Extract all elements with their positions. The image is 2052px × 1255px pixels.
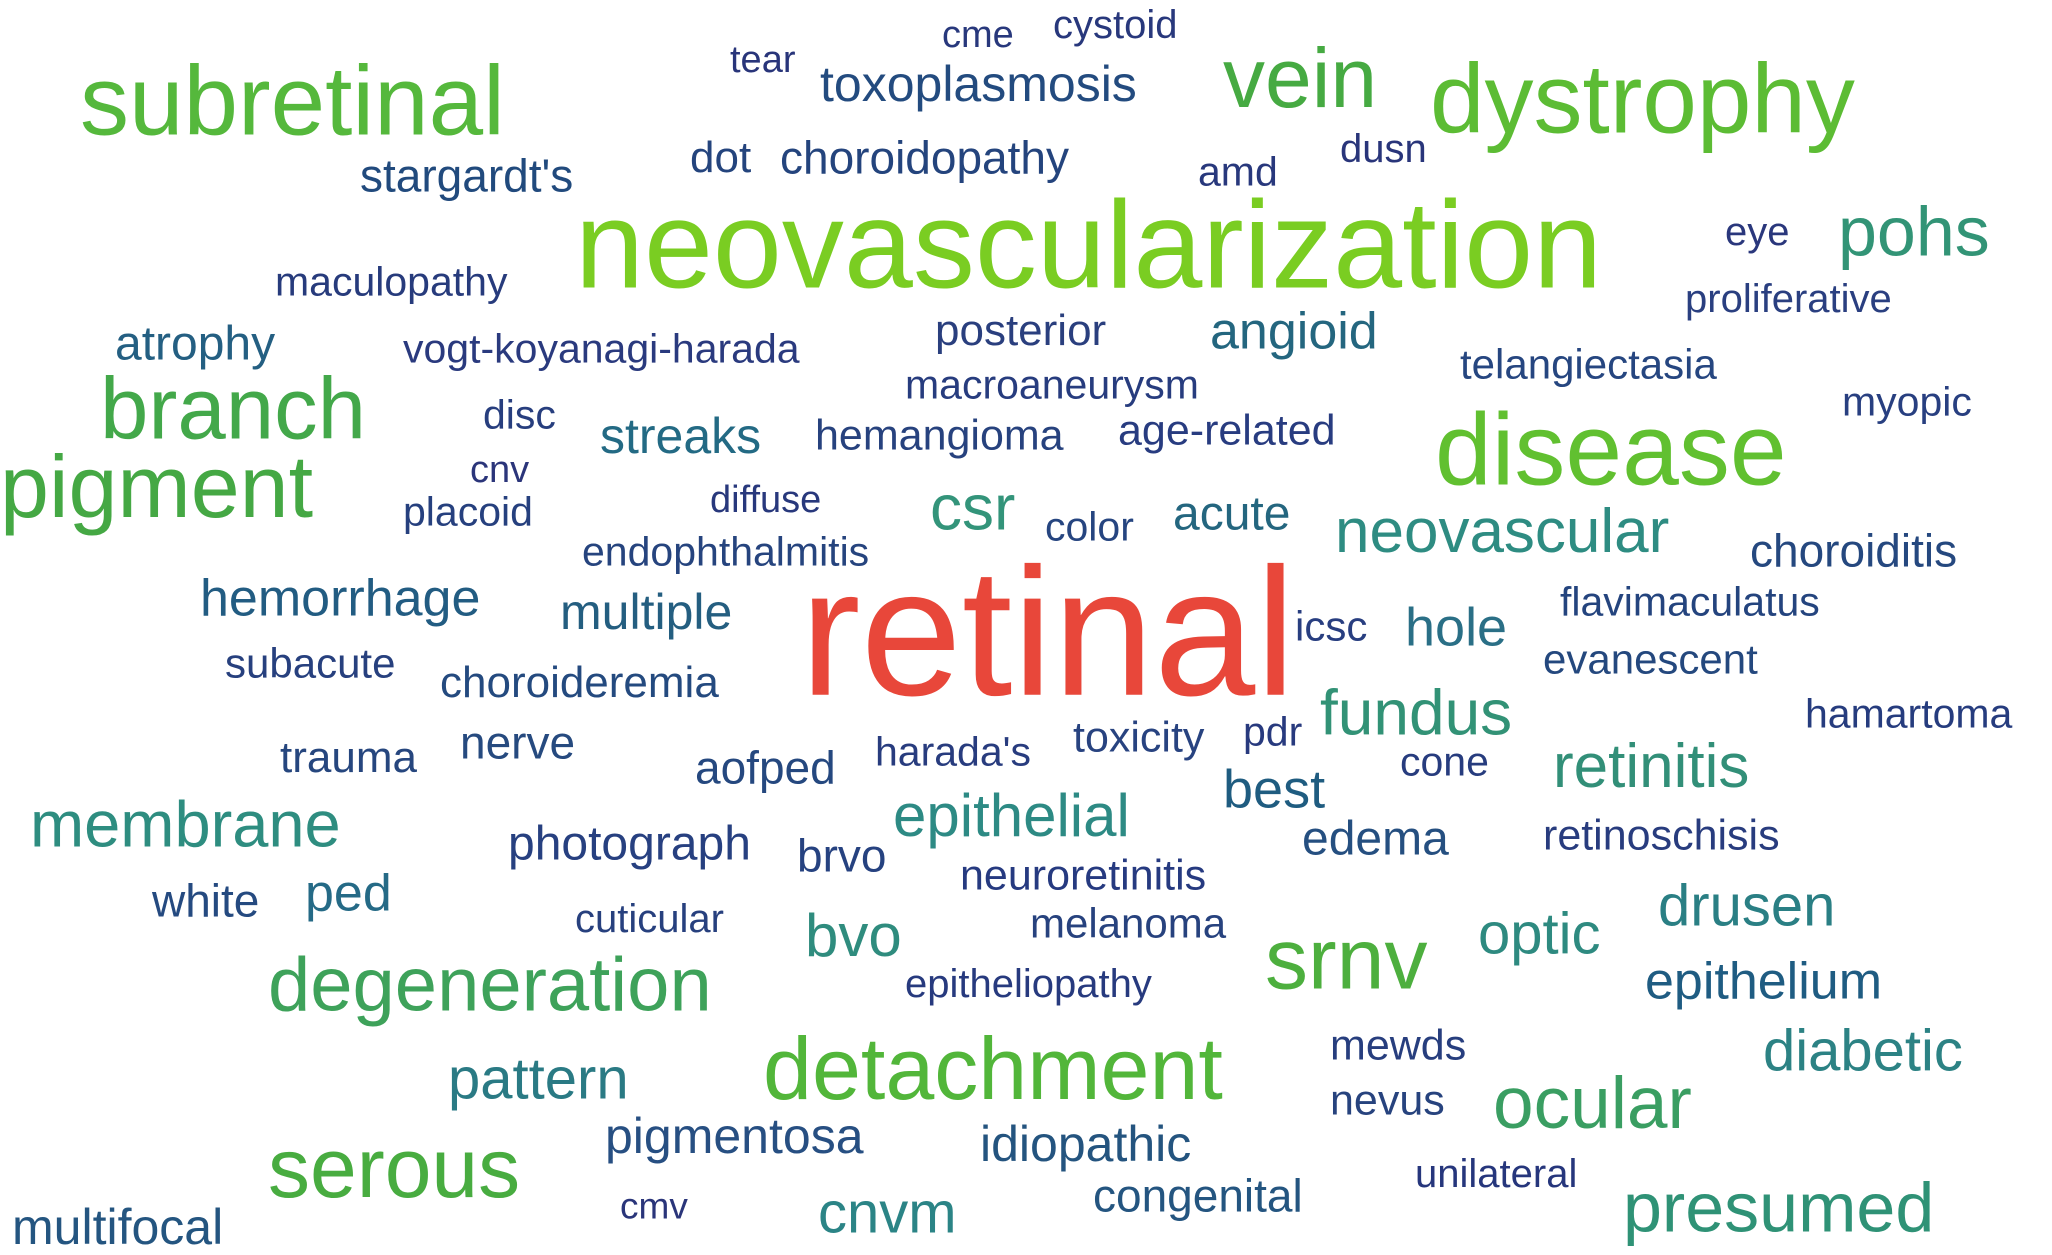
word-endophthalmitis: endophthalmitis	[582, 528, 870, 575]
word-cmv: cmv	[620, 1185, 688, 1227]
word-best: best	[1223, 759, 1326, 820]
word-branch: branch	[100, 360, 367, 458]
word-cnv: cnv	[470, 448, 530, 491]
word-disease: disease	[1435, 392, 1787, 507]
word-optic: optic	[1478, 901, 1601, 967]
word-amd: amd	[1198, 148, 1278, 195]
word-retinitis: retinitis	[1553, 732, 1750, 802]
word-choroidopathy: choroidopathy	[780, 131, 1069, 184]
word-mewds: mewds	[1330, 1021, 1467, 1070]
word-proliferative: proliferative	[1685, 277, 1892, 322]
word-brvo: brvo	[797, 829, 887, 882]
word-age-related: age-related	[1118, 406, 1336, 455]
word-dusn: dusn	[1340, 127, 1427, 172]
word-harada-s: harada's	[875, 728, 1031, 775]
word-choroiditis: choroiditis	[1750, 524, 1958, 577]
word-nerve: nerve	[460, 716, 576, 769]
word-color: color	[1045, 503, 1134, 550]
word-neovascular: neovascular	[1335, 497, 1670, 567]
word-maculopathy: maculopathy	[275, 258, 508, 305]
word-diabetic: diabetic	[1763, 1018, 1963, 1084]
word-tear: tear	[730, 38, 796, 81]
word-epithelium: epithelium	[1645, 952, 1883, 1011]
word-hemorrhage: hemorrhage	[200, 569, 481, 628]
word-aofped: aofped	[695, 741, 836, 794]
word-hamartoma: hamartoma	[1805, 690, 2013, 737]
word-trauma: trauma	[280, 732, 417, 782]
word-white: white	[152, 874, 260, 927]
word-retinal: retinal	[800, 529, 1296, 734]
word-disc: disc	[483, 391, 556, 438]
word-cuticular: cuticular	[575, 897, 724, 942]
word-neuroretinitis: neuroretinitis	[960, 851, 1207, 900]
word-pohs: pohs	[1838, 192, 1990, 271]
word-icsc: icsc	[1295, 602, 1368, 650]
word-melanoma: melanoma	[1030, 899, 1227, 947]
word-hole: hole	[1405, 597, 1508, 658]
word-fundus: fundus	[1320, 676, 1513, 749]
word-posterior: posterior	[935, 305, 1107, 355]
word-flavimaculatus: flavimaculatus	[1560, 578, 1820, 625]
word-retinoschisis: retinoschisis	[1543, 811, 1780, 860]
word-evanescent: evanescent	[1543, 635, 1758, 683]
word-vogt-koyanagi-harada: vogt-koyanagi-harada	[403, 325, 800, 372]
word-subretinal: subretinal	[80, 45, 505, 156]
word-myopic: myopic	[1842, 378, 1972, 425]
word-diffuse: diffuse	[710, 478, 822, 521]
word-nevus: nevus	[1330, 1076, 1445, 1125]
word-ped: ped	[305, 864, 392, 923]
word-presumed: presumed	[1623, 1168, 1935, 1247]
word-srnv: srnv	[1265, 911, 1428, 1008]
word-ocular: ocular	[1493, 1063, 1692, 1145]
word-edema: edema	[1302, 812, 1449, 866]
word-pdr: pdr	[1243, 708, 1303, 755]
word-bvo: bvo	[805, 901, 902, 969]
word-epitheliopathy: epitheliopathy	[905, 962, 1152, 1007]
word-streaks: streaks	[600, 408, 762, 464]
word-dystrophy: dystrophy	[1430, 43, 1855, 154]
word-unilateral: unilateral	[1415, 1152, 1578, 1197]
word-toxoplasmosis: toxoplasmosis	[820, 56, 1137, 112]
word-pattern: pattern	[448, 1046, 629, 1112]
word-detachment: detachment	[763, 1018, 1223, 1118]
word-dot: dot	[690, 132, 752, 182]
word-cone: cone	[1400, 738, 1489, 785]
word-multiple: multiple	[560, 584, 733, 640]
word-cystoid: cystoid	[1053, 3, 1178, 48]
word-subacute: subacute	[225, 639, 396, 687]
word-csr: csr	[930, 471, 1016, 544]
word-vein: vein	[1223, 31, 1378, 126]
word-toxicity: toxicity	[1073, 713, 1205, 762]
word-neovascularization: neovascularization	[575, 176, 1603, 315]
word-angioid: angioid	[1210, 302, 1378, 361]
word-hemangioma: hemangioma	[815, 411, 1064, 460]
word-degeneration: degeneration	[268, 942, 712, 1028]
word-idiopathic: idiopathic	[980, 1116, 1192, 1172]
word-stargardt-s: stargardt's	[360, 149, 574, 202]
word-congenital: congenital	[1093, 1169, 1303, 1222]
word-acute: acute	[1173, 487, 1291, 541]
word-placoid: placoid	[403, 488, 533, 535]
word-pigmentosa: pigmentosa	[605, 1108, 864, 1164]
word-eye: eye	[1725, 210, 1790, 255]
word-choroideremia: choroideremia	[440, 657, 719, 707]
word-pigment: pigment	[0, 436, 314, 536]
word-cnvm: cnvm	[818, 1180, 957, 1246]
word-epithelial: epithelial	[893, 781, 1130, 849]
word-drusen: drusen	[1658, 873, 1836, 939]
word-membrane: membrane	[30, 787, 341, 861]
word-cme: cme	[942, 13, 1014, 56]
word-macroaneurysm: macroaneurysm	[905, 361, 1199, 408]
word-multifocal: multifocal	[12, 1199, 224, 1255]
word-atrophy: atrophy	[115, 317, 276, 371]
word-photograph: photograph	[508, 817, 751, 871]
word-serous: serous	[268, 1121, 521, 1216]
word-telangiectasia: telangiectasia	[1460, 340, 1717, 388]
